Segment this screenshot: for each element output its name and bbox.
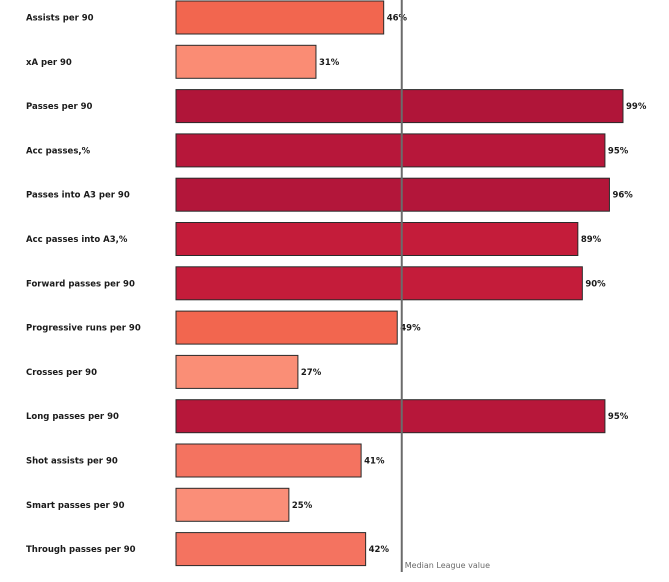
bar[interactable] — [175, 399, 606, 434]
category-label: Assists per 90 — [26, 14, 94, 24]
bar[interactable] — [175, 0, 385, 35]
category-label: Acc passes into A3,% — [26, 235, 128, 245]
bar[interactable] — [175, 44, 317, 79]
category-label: Passes into A3 per 90 — [26, 191, 130, 201]
value-label: 46% — [387, 14, 408, 24]
value-label: 25% — [292, 501, 313, 511]
category-label: Through passes per 90 — [26, 545, 136, 555]
value-label: 99% — [626, 102, 647, 112]
bar[interactable] — [175, 443, 362, 478]
bar[interactable] — [175, 354, 299, 389]
value-label: 96% — [612, 191, 633, 201]
category-label: xA per 90 — [26, 58, 72, 68]
bar[interactable] — [175, 310, 398, 345]
value-label: 31% — [319, 58, 340, 68]
bar[interactable] — [175, 222, 579, 256]
value-label: 42% — [369, 545, 390, 555]
value-label: 95% — [608, 412, 629, 422]
category-label: Progressive runs per 90 — [26, 324, 141, 334]
value-label: 49% — [400, 324, 421, 334]
median-reference-label: Median League value — [405, 561, 490, 570]
bar[interactable] — [175, 532, 367, 567]
value-label: 89% — [581, 235, 602, 245]
category-label: Crosses per 90 — [26, 368, 97, 378]
category-label: Smart passes per 90 — [26, 501, 125, 511]
bar[interactable] — [175, 266, 583, 301]
category-label: Shot assists per 90 — [26, 457, 118, 467]
value-label: 41% — [364, 457, 385, 467]
bar[interactable] — [175, 487, 290, 522]
category-label: Passes per 90 — [26, 102, 93, 112]
bar[interactable] — [175, 133, 606, 168]
category-label: Acc passes,% — [26, 146, 91, 156]
value-label: 95% — [608, 146, 629, 156]
bar[interactable] — [175, 177, 610, 212]
value-label: 90% — [585, 279, 606, 289]
value-label: 27% — [301, 368, 322, 378]
bar[interactable] — [175, 89, 624, 124]
category-label: Long passes per 90 — [26, 412, 119, 422]
category-label: Forward passes per 90 — [26, 279, 135, 289]
